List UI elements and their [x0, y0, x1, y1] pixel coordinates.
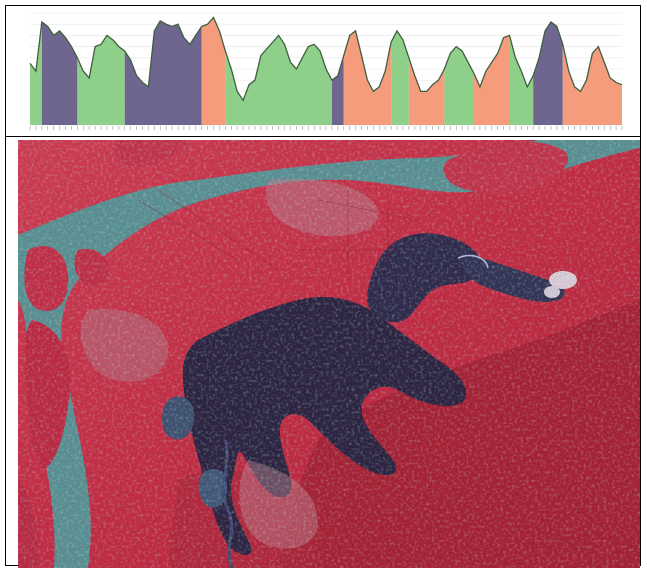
satellite-image [18, 140, 640, 568]
area-segment-purple [124, 20, 202, 126]
area-segment-green [444, 46, 474, 125]
texture-speckle [18, 140, 640, 568]
x-axis-ticks [29, 126, 623, 130]
area-segment-salmon [408, 57, 445, 125]
area-segment-green [225, 35, 332, 125]
false-color-satellite-image [18, 140, 640, 568]
area-segment-purple [331, 55, 344, 126]
area-segment-salmon [562, 44, 622, 125]
area-segment-green [391, 30, 409, 126]
profile-line [29, 16, 623, 102]
area-segment-green [77, 35, 125, 125]
area-segment-purple [533, 21, 563, 125]
area-segment-salmon [343, 30, 392, 126]
area-segment-purple [41, 21, 78, 125]
chart-area-segments [30, 17, 622, 126]
chart-canvas [29, 12, 623, 130]
area-segment-salmon [474, 35, 510, 125]
area-segment-salmon [201, 17, 226, 126]
panel-divider [5, 136, 641, 137]
spectral-profile-chart [20, 7, 642, 135]
field-lines [137, 189, 419, 290]
